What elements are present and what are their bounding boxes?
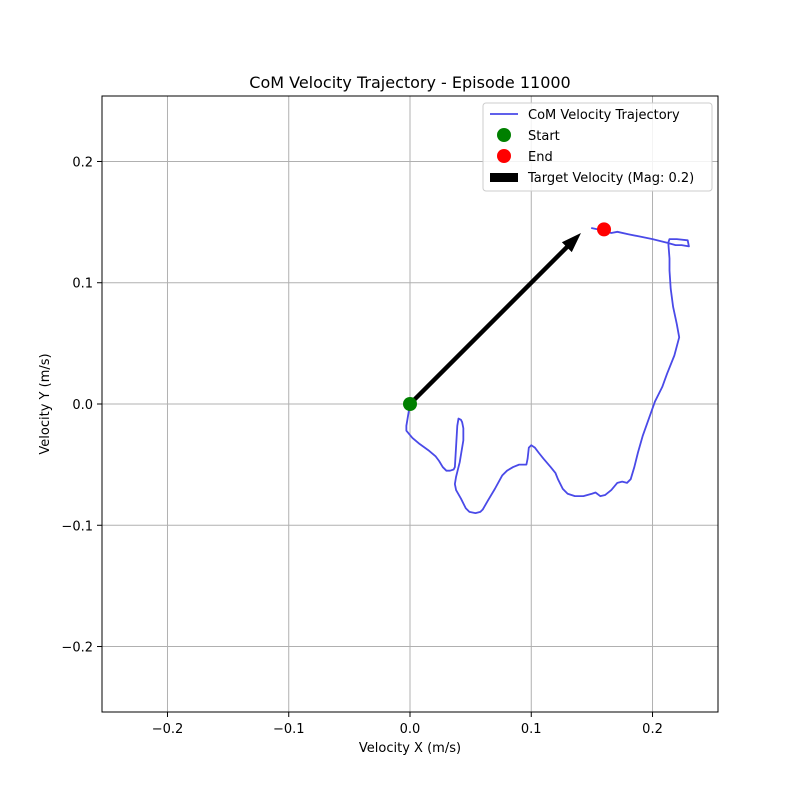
trajectory-line (405, 227, 690, 515)
start-marker (403, 397, 417, 411)
legend-start-swatch (497, 128, 511, 142)
axis-ticks: −0.2 −0.1 0.0 0.1 0.2 −0.2 −0.1 0.0 0.1 0.2 (61, 155, 662, 737)
end-marker (597, 222, 612, 237)
plot-data (403, 222, 690, 515)
x-tick-label: 0.1 (521, 722, 542, 737)
legend-label-start: Start (528, 129, 560, 144)
x-axis-label: Velocity X (m/s) (359, 741, 461, 756)
x-tick-label: 0.2 (642, 722, 663, 737)
y-tick-label: −0.1 (61, 519, 93, 534)
legend-box (482, 102, 713, 192)
legend: CoM Velocity Trajectory Start End Target… (482, 102, 713, 192)
legend-target-swatch (490, 173, 518, 182)
chart-title: CoM Velocity Trajectory - Episode 11000 (249, 73, 570, 92)
x-tick-label: −0.1 (273, 722, 305, 737)
target-velocity-arrow (408, 233, 581, 406)
y-axis-label: Velocity Y (m/s) (38, 353, 53, 454)
y-tick-label: −0.2 (61, 641, 93, 656)
x-tick-label: 0.0 (400, 722, 421, 737)
y-tick-label: 0.0 (72, 398, 93, 413)
y-tick-label: 0.1 (72, 277, 93, 292)
legend-label-end: End (528, 150, 553, 165)
legend-label-trajectory: CoM Velocity Trajectory (528, 108, 680, 123)
y-tick-label: 0.2 (72, 155, 93, 170)
x-tick-label: −0.2 (152, 722, 184, 737)
legend-label-target: Target Velocity (Mag: 0.2) (527, 171, 694, 186)
legend-end-swatch (497, 149, 511, 163)
